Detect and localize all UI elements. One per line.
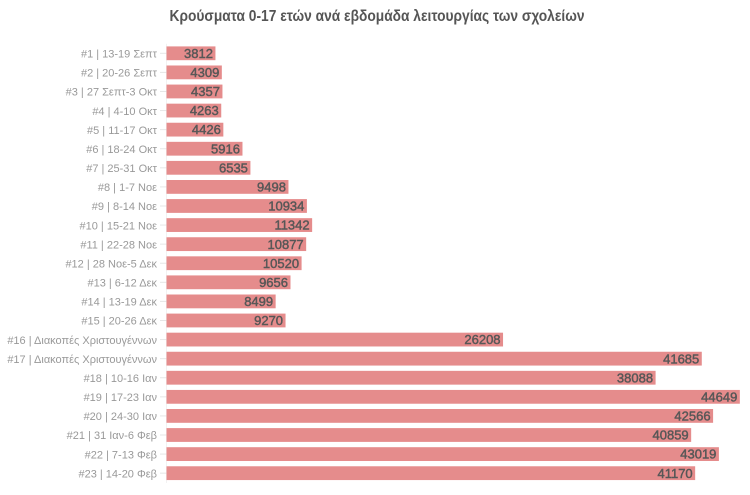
svg-text:41170: 41170 <box>657 466 692 481</box>
svg-text:42566: 42566 <box>674 409 710 424</box>
svg-text:#11 | 22-28 Νοε: #11 | 22-28 Νοε <box>80 239 157 251</box>
svg-text:#15 | 20-26 Δεκ: #15 | 20-26 Δεκ <box>81 316 157 328</box>
svg-text:10520: 10520 <box>263 256 299 271</box>
svg-text:#19 | 17-23 Ιαν: #19 | 17-23 Ιαν <box>84 392 158 404</box>
svg-text:9498: 9498 <box>257 180 286 195</box>
svg-text:4357: 4357 <box>191 84 220 99</box>
svg-text:9270: 9270 <box>254 313 283 328</box>
svg-text:41685: 41685 <box>663 351 699 366</box>
svg-text:4263: 4263 <box>190 103 219 118</box>
svg-text:#17 | Διακοπές Χριστουγέννων: #17 | Διακοπές Χριστουγέννων <box>7 354 157 366</box>
svg-text:#18 | 10-16 Ιαν: #18 | 10-16 Ιαν <box>84 373 158 385</box>
svg-text:#1 | 13-19 Σεπτ: #1 | 13-19 Σεπτ <box>81 49 158 61</box>
svg-text:38088: 38088 <box>617 370 653 385</box>
svg-text:4426: 4426 <box>192 122 221 137</box>
svg-text:11342: 11342 <box>274 218 309 233</box>
svg-text:#12 | 28 Νοε-5 Δεκ: #12 | 28 Νοε-5 Δεκ <box>65 258 157 270</box>
svg-text:8499: 8499 <box>244 294 273 309</box>
svg-text:#4 | 4-10 Οκτ: #4 | 4-10 Οκτ <box>92 106 157 118</box>
svg-text:#21 | 31 Ιαν-6 Φεβ: #21 | 31 Ιαν-6 Φεβ <box>67 430 157 442</box>
svg-text:26208: 26208 <box>464 332 500 347</box>
svg-text:9656: 9656 <box>259 275 288 290</box>
svg-text:10877: 10877 <box>268 237 304 252</box>
svg-text:#9 | 8-14 Νοε: #9 | 8-14 Νοε <box>92 201 157 213</box>
svg-text:#8 | 1-7 Νοε: #8 | 1-7 Νοε <box>98 182 157 194</box>
svg-text:44649: 44649 <box>701 389 737 404</box>
svg-text:3812: 3812 <box>184 46 213 61</box>
svg-text:#3 | 27 Σεπτ-3 Οκτ: #3 | 27 Σεπτ-3 Οκτ <box>66 87 158 99</box>
svg-text:#23 | 14-20 Φεβ: #23 | 14-20 Φεβ <box>78 468 157 480</box>
svg-text:#16 | Διακοπές Χριστουγέννων: #16 | Διακοπές Χριστουγέννων <box>7 335 157 347</box>
svg-text:43019: 43019 <box>680 447 716 462</box>
svg-text:#7 | 25-31 Οκτ: #7 | 25-31 Οκτ <box>86 163 157 175</box>
svg-text:#2 | 20-26 Σεπτ: #2 | 20-26 Σεπτ <box>81 68 158 80</box>
svg-text:4309: 4309 <box>190 65 219 80</box>
svg-text:Κρούσματα 0-17 ετών ανά εβδομά: Κρούσματα 0-17 ετών ανά εβδομάδα λειτουρ… <box>170 8 585 25</box>
svg-text:10934: 10934 <box>268 199 304 214</box>
svg-text:#5 | 11-17 Οκτ: #5 | 11-17 Οκτ <box>87 125 158 137</box>
svg-text:#13 | 6-12 Δεκ: #13 | 6-12 Δεκ <box>87 278 157 290</box>
svg-text:#14 | 13-19 Δεκ: #14 | 13-19 Δεκ <box>81 297 157 309</box>
svg-text:5916: 5916 <box>211 141 240 156</box>
svg-text:40859: 40859 <box>653 428 689 443</box>
svg-text:#10 | 15-21 Νοε: #10 | 15-21 Νοε <box>80 220 158 232</box>
svg-text:#20 | 24-30 Ιαν: #20 | 24-30 Ιαν <box>84 411 158 423</box>
svg-text:#6 | 18-24 Οκτ: #6 | 18-24 Οκτ <box>86 144 157 156</box>
svg-text:#22 | 7-13 Φεβ: #22 | 7-13 Φεβ <box>85 449 157 461</box>
svg-text:6535: 6535 <box>219 160 248 175</box>
